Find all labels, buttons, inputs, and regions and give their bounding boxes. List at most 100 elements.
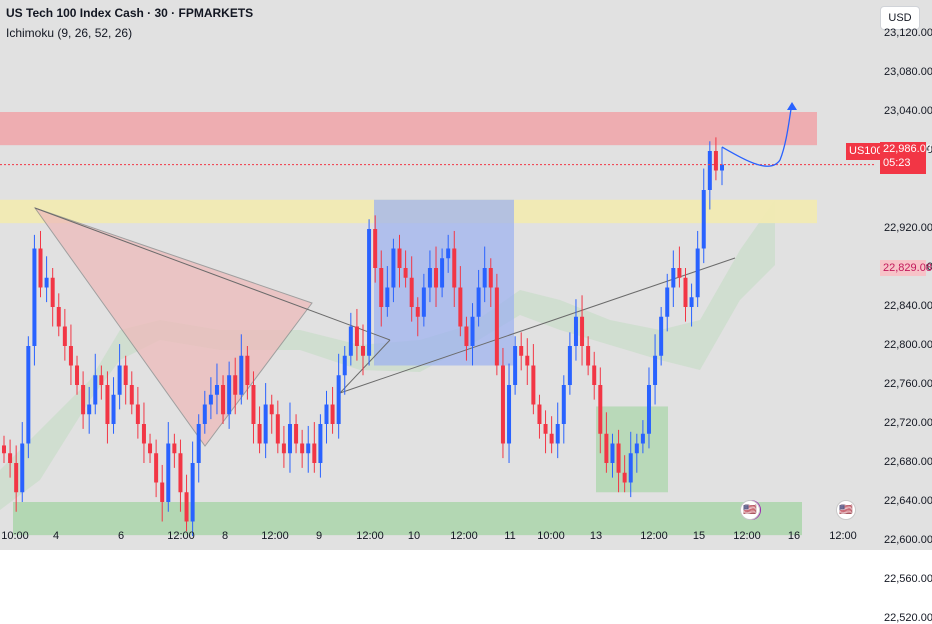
time-axis-label: 16 bbox=[787, 530, 801, 542]
candle-body bbox=[233, 375, 238, 395]
candle-body bbox=[2, 445, 6, 454]
candle-body bbox=[294, 424, 299, 444]
resistance-zone bbox=[0, 112, 817, 146]
candle-body bbox=[32, 248, 37, 346]
candle-body bbox=[336, 375, 341, 424]
last-price-value: 22,986.03 bbox=[883, 143, 932, 155]
candle-body bbox=[26, 346, 31, 444]
candle-body bbox=[312, 443, 317, 463]
candle-body bbox=[361, 346, 365, 356]
candle-body bbox=[622, 472, 627, 483]
candle-body bbox=[531, 365, 536, 405]
candle-body bbox=[367, 229, 372, 356]
candle-body bbox=[634, 443, 639, 454]
candle-body bbox=[415, 307, 420, 317]
candle-body bbox=[464, 326, 469, 346]
candle-body bbox=[62, 326, 67, 346]
candle-body bbox=[318, 424, 323, 463]
candle-body bbox=[87, 404, 92, 415]
candle-body bbox=[172, 443, 177, 454]
wedge-lower-line bbox=[339, 339, 391, 394]
candle-body bbox=[397, 248, 402, 268]
candle-body bbox=[543, 424, 548, 434]
us-flag-icon[interactable]: 🇺🇸 bbox=[740, 500, 760, 520]
time-axis-label: 4 bbox=[52, 530, 60, 542]
time-axis-label: 12:00 bbox=[356, 530, 384, 542]
candle-body bbox=[720, 164, 724, 171]
candle-body bbox=[446, 248, 451, 259]
candle-body bbox=[707, 151, 712, 190]
candle-body bbox=[251, 385, 256, 424]
candle-body bbox=[549, 433, 554, 444]
candle-body bbox=[421, 287, 426, 317]
currency-button[interactable]: USD bbox=[880, 6, 920, 30]
candle-body bbox=[677, 268, 682, 278]
descending-trendline bbox=[34, 207, 391, 341]
candle-body bbox=[434, 268, 439, 288]
candle-body bbox=[196, 424, 201, 463]
candle-body bbox=[208, 394, 213, 405]
candle-body bbox=[56, 307, 61, 327]
candle-body bbox=[580, 316, 585, 346]
candle-body bbox=[263, 404, 268, 444]
candle-body bbox=[427, 268, 432, 288]
time-axis-label: 11 bbox=[504, 530, 516, 542]
ascending-trendline bbox=[339, 257, 736, 394]
candle-body bbox=[38, 248, 43, 288]
projection-arrowhead bbox=[787, 102, 797, 110]
price-chart[interactable] bbox=[0, 0, 932, 550]
candle-body bbox=[20, 443, 25, 493]
candle-body bbox=[190, 463, 195, 522]
price-axis-label: 23,080.00 bbox=[884, 66, 932, 78]
candle-body bbox=[683, 277, 688, 307]
time-axis-label: 10:00 bbox=[537, 530, 565, 542]
candle-body bbox=[227, 375, 232, 415]
chart-title[interactable]: US Tech 100 Index Cash · 30 · FPMARKETS bbox=[6, 6, 254, 20]
candle-body bbox=[379, 268, 384, 307]
indicator-legend[interactable]: Ichimoku (9, 26, 52, 26) bbox=[6, 26, 133, 40]
candle-body bbox=[604, 433, 609, 463]
candle-body bbox=[354, 326, 359, 346]
candle-body bbox=[561, 385, 566, 424]
candle-body bbox=[111, 394, 116, 424]
candle-body bbox=[713, 151, 718, 171]
candle-body bbox=[342, 355, 347, 376]
candle-body bbox=[646, 385, 651, 434]
candle-body bbox=[257, 424, 262, 444]
candle-body bbox=[513, 346, 518, 385]
time-axis-label: 12:00 bbox=[733, 530, 761, 542]
candle-body bbox=[458, 287, 463, 327]
candle-body bbox=[653, 355, 658, 385]
price-axis-label: 23,120.00 bbox=[884, 27, 932, 39]
candle-body bbox=[385, 287, 390, 307]
price-axis-label: 22,840.00 bbox=[884, 300, 932, 312]
candle-body bbox=[476, 287, 481, 317]
time-axis-label: 12:00 bbox=[640, 530, 668, 542]
candle-body bbox=[391, 248, 396, 288]
candle-body bbox=[148, 443, 153, 454]
candle-body bbox=[598, 385, 603, 434]
candle-body bbox=[123, 365, 128, 385]
candle-body bbox=[348, 326, 353, 356]
time-axis-label: 12:00 bbox=[450, 530, 478, 542]
candle-body bbox=[482, 268, 487, 288]
price-axis-label: 23,040.00 bbox=[884, 105, 932, 117]
candle-body bbox=[275, 414, 280, 444]
support-zone bbox=[13, 502, 802, 536]
candle-body bbox=[640, 433, 645, 444]
candle-body bbox=[221, 385, 226, 415]
candle-body bbox=[440, 258, 445, 288]
price-axis-label: 22,560.00 bbox=[884, 573, 932, 585]
candle-body bbox=[160, 482, 165, 502]
candle-body bbox=[373, 229, 378, 268]
candle-body bbox=[555, 424, 560, 444]
time-axis-label: 12:00 bbox=[829, 530, 857, 542]
price-axis-label: 22,800.00 bbox=[884, 339, 932, 351]
candle-body bbox=[239, 355, 244, 395]
time-axis-label: 9 bbox=[315, 530, 323, 542]
us-flag-icon[interactable]: 🇺🇸 bbox=[836, 500, 856, 520]
candle-body bbox=[178, 453, 183, 493]
price-axis-label: 22,600.00 bbox=[884, 534, 932, 546]
candle-body bbox=[659, 316, 664, 356]
